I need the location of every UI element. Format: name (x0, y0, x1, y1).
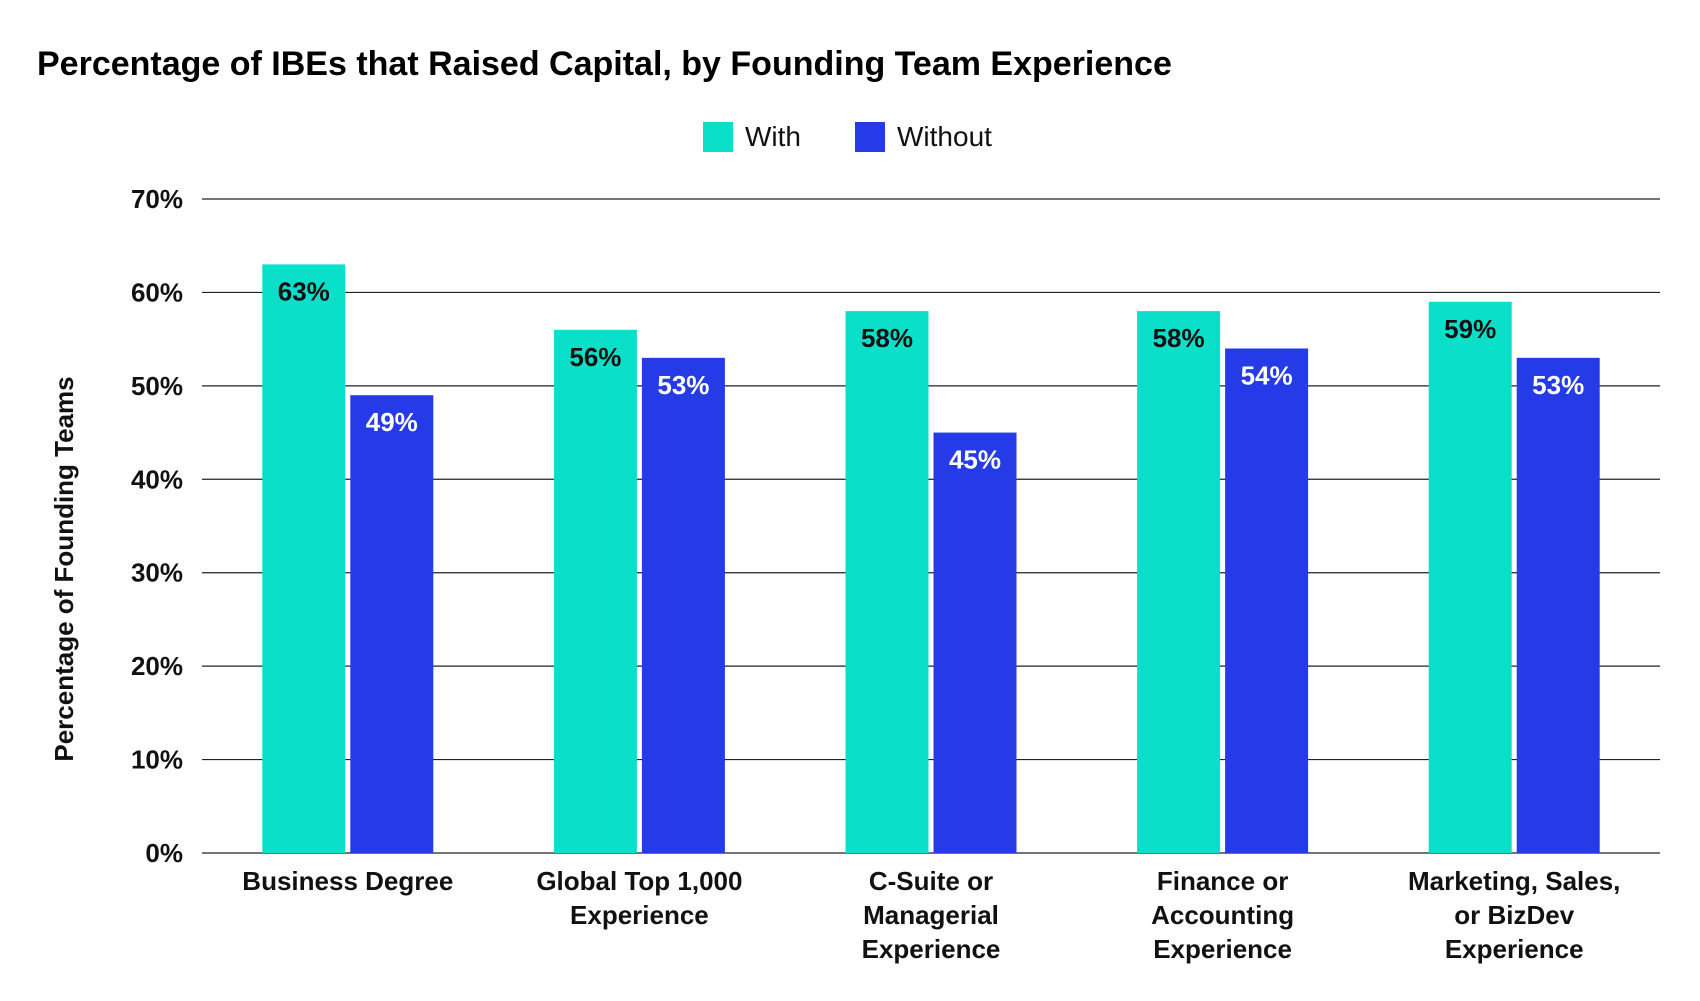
data-label: 63% (278, 276, 330, 306)
y-axis-ticks: 0% 10% 20% 30% 40% 50% 60% 70% (131, 184, 183, 868)
data-label: 45% (949, 445, 1001, 475)
x-axis-category-labels: Business Degree Global Top 1,000 Experienc… (242, 866, 1620, 964)
bar-with-0 (262, 264, 346, 853)
y-tick-label: 10% (131, 745, 183, 775)
bars (262, 264, 1600, 854)
bar-with-1 (553, 329, 637, 853)
legend-label: Without (897, 121, 992, 152)
legend-swatch (703, 122, 733, 152)
bar-without-2 (933, 432, 1017, 853)
x-category-label: Business Degree (242, 866, 453, 896)
y-tick-label: 30% (131, 558, 183, 588)
data-label: 54% (1241, 360, 1293, 390)
x-category-label: Experience (570, 900, 709, 930)
x-category-label: Marketing, Sales, (1408, 866, 1620, 896)
y-tick-label: 40% (131, 464, 183, 494)
x-category-label: Finance or (1157, 866, 1288, 896)
bar-without-1 (641, 357, 725, 853)
gridlines (202, 198, 1660, 854)
x-category-label: Experience (862, 934, 1001, 964)
x-category-label: or BizDev (1454, 900, 1574, 930)
data-label: 58% (861, 323, 913, 353)
bar-without-4 (1516, 357, 1600, 853)
data-label: 59% (1444, 314, 1496, 344)
data-labels: 63% 56% 58% 58% 59% 49% 53% 45% 54% 53% (278, 276, 1584, 474)
data-label: 53% (1532, 370, 1584, 400)
y-axis-title: Percentage of Founding Teams (49, 376, 79, 761)
bar-with-2 (845, 311, 929, 854)
bar-with-3 (1137, 311, 1221, 854)
bar-without-0 (350, 395, 434, 853)
data-label: 58% (1153, 323, 1205, 353)
bar-with-4 (1428, 301, 1512, 853)
y-tick-label: 0% (145, 838, 183, 868)
y-tick-label: 60% (131, 277, 183, 307)
x-category-label: Accounting (1151, 900, 1294, 930)
y-tick-label: 50% (131, 371, 183, 401)
legend-swatch (855, 122, 885, 152)
y-tick-label: 20% (131, 651, 183, 681)
chart-title: Percentage of IBEs that Raised Capital, … (37, 45, 1172, 83)
y-tick-label: 70% (131, 184, 183, 214)
x-category-label: Global Top 1,000 (536, 866, 742, 896)
bar-without-3 (1225, 348, 1309, 853)
legend-label: With (745, 121, 801, 152)
x-category-label: Experience (1153, 934, 1292, 964)
x-category-label: Experience (1445, 934, 1584, 964)
x-category-label: Managerial (863, 900, 999, 930)
data-label: 56% (569, 342, 621, 372)
data-label: 53% (657, 370, 709, 400)
x-category-label: C-Suite or (869, 866, 993, 896)
legend: With Without (703, 121, 992, 152)
data-label: 49% (366, 407, 418, 437)
